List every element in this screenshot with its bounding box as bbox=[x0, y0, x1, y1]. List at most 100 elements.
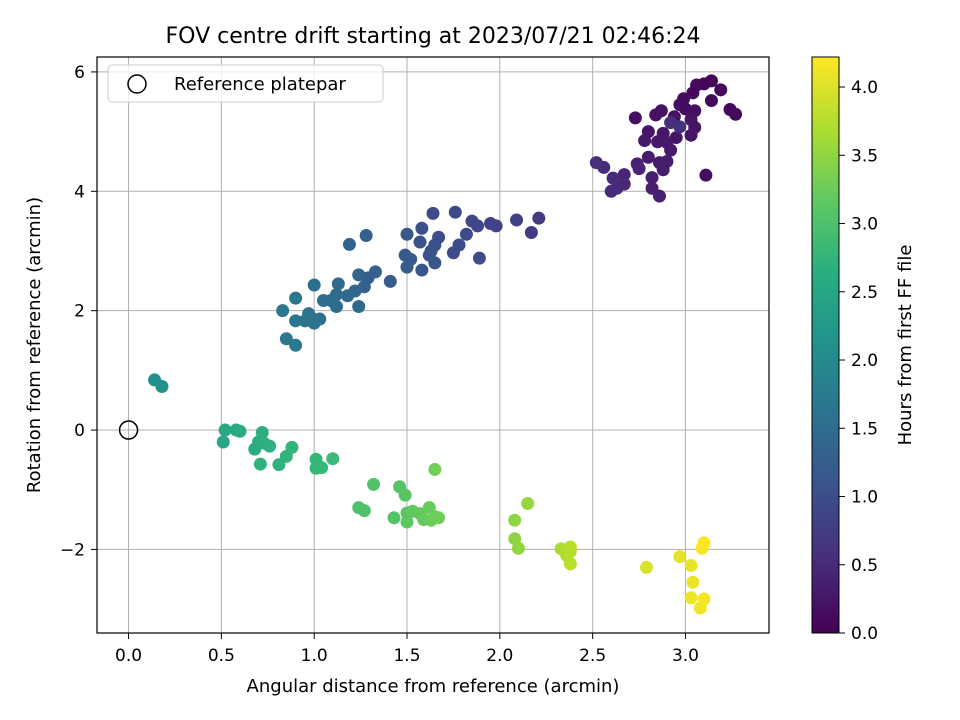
colorbar-tick-label: 2.5 bbox=[851, 283, 878, 303]
colorbar-label: Hours from first FF file bbox=[895, 245, 916, 446]
data-point bbox=[155, 379, 169, 393]
data-point bbox=[415, 263, 429, 277]
data-point bbox=[415, 221, 429, 235]
data-point bbox=[367, 477, 381, 491]
x-axis-ticks: 0.0 0.5 1.0 1.5 2.0 2.5 3.0 bbox=[115, 633, 699, 666]
data-point bbox=[521, 496, 535, 510]
data-point bbox=[329, 300, 343, 314]
data-point bbox=[652, 189, 666, 203]
data-point bbox=[524, 225, 538, 239]
data-point bbox=[400, 260, 414, 274]
y-tick-label: 4 bbox=[74, 182, 85, 202]
data-point bbox=[428, 256, 442, 270]
data-point bbox=[233, 424, 247, 438]
plot-frame bbox=[96, 56, 770, 634]
x-tick-label: 2.0 bbox=[486, 646, 513, 666]
y-axis-ticks: −2 0 2 4 6 bbox=[60, 63, 97, 560]
data-point bbox=[352, 300, 366, 314]
data-point bbox=[341, 289, 355, 303]
data-point bbox=[639, 560, 653, 574]
data-point bbox=[656, 163, 670, 177]
data-point bbox=[697, 592, 711, 606]
data-point bbox=[263, 439, 277, 453]
data-point bbox=[413, 235, 427, 249]
legend-entry-reference-platepar: Reference platepar bbox=[174, 74, 346, 95]
data-point bbox=[686, 575, 700, 589]
data-point bbox=[448, 205, 462, 219]
data-point bbox=[298, 314, 312, 328]
colorbar-tick-label: 3.0 bbox=[851, 215, 878, 235]
data-point bbox=[472, 251, 486, 265]
data-point bbox=[699, 168, 713, 182]
data-point bbox=[617, 168, 631, 182]
data-point bbox=[686, 86, 700, 100]
data-point bbox=[357, 504, 371, 518]
data-point bbox=[289, 338, 303, 352]
data-point bbox=[352, 268, 366, 282]
data-point bbox=[684, 128, 698, 142]
colorbar-ticks: 0.0 0.5 1.0 1.5 2.0 2.5 3.0 3.5 4.0 bbox=[839, 78, 878, 644]
colorbar bbox=[811, 56, 840, 634]
data-point bbox=[285, 440, 299, 454]
y-axis-label: Rotation from reference (arcmin) bbox=[24, 197, 45, 493]
data-point bbox=[673, 98, 687, 112]
data-point bbox=[276, 304, 290, 318]
data-point bbox=[684, 591, 698, 605]
data-point bbox=[428, 462, 442, 476]
data-point bbox=[342, 237, 356, 251]
data-point bbox=[654, 104, 668, 118]
data-point bbox=[563, 540, 577, 554]
x-tick-label: 2.5 bbox=[579, 646, 606, 666]
data-point bbox=[387, 511, 401, 525]
legend-marker-icon bbox=[127, 74, 147, 94]
colorbar-tick-label: 3.5 bbox=[851, 146, 878, 166]
y-tick-label: 2 bbox=[74, 302, 85, 322]
data-point bbox=[218, 423, 232, 437]
data-point bbox=[289, 291, 303, 305]
data-point bbox=[316, 294, 330, 308]
data-point bbox=[638, 134, 652, 148]
data-point bbox=[446, 246, 460, 260]
data-point bbox=[400, 515, 414, 529]
data-point bbox=[604, 184, 618, 198]
data-point bbox=[459, 227, 473, 241]
data-point bbox=[279, 332, 293, 346]
data-point bbox=[673, 550, 687, 564]
data-point bbox=[684, 559, 698, 573]
data-point bbox=[398, 488, 412, 502]
data-point bbox=[359, 228, 373, 242]
y-tick-label: 0 bbox=[74, 421, 85, 441]
data-point bbox=[645, 171, 659, 185]
colorbar-tick-label: 0.5 bbox=[851, 556, 878, 576]
data-point bbox=[253, 457, 267, 471]
y-tick-label: 6 bbox=[74, 63, 85, 83]
data-point bbox=[400, 227, 414, 241]
data-points bbox=[148, 74, 743, 615]
data-point bbox=[606, 171, 620, 185]
x-tick-label: 0.0 bbox=[115, 646, 142, 666]
y-tick-label: −2 bbox=[60, 540, 85, 560]
data-point bbox=[255, 425, 269, 439]
x-tick-label: 0.5 bbox=[208, 646, 235, 666]
reference-platepar-marker bbox=[118, 420, 139, 440]
chart-title: FOV centre drift starting at 2023/07/21 … bbox=[166, 24, 701, 49]
data-point bbox=[589, 156, 603, 170]
x-tick-label: 3.0 bbox=[672, 646, 699, 666]
data-point bbox=[714, 83, 728, 97]
data-point bbox=[510, 213, 524, 227]
data-point bbox=[632, 162, 646, 176]
data-point bbox=[704, 94, 718, 108]
data-point bbox=[326, 452, 340, 466]
data-point bbox=[383, 274, 397, 288]
data-point bbox=[511, 541, 525, 555]
data-point bbox=[465, 214, 479, 228]
data-point bbox=[315, 461, 329, 475]
data-point bbox=[508, 513, 522, 527]
legend: Reference platepar bbox=[107, 64, 384, 103]
data-point bbox=[673, 120, 687, 134]
colorbar-tick-label: 0.0 bbox=[851, 624, 878, 644]
data-point bbox=[697, 536, 711, 550]
colorbar-tick-label: 2.0 bbox=[851, 351, 878, 371]
data-point bbox=[484, 217, 498, 231]
